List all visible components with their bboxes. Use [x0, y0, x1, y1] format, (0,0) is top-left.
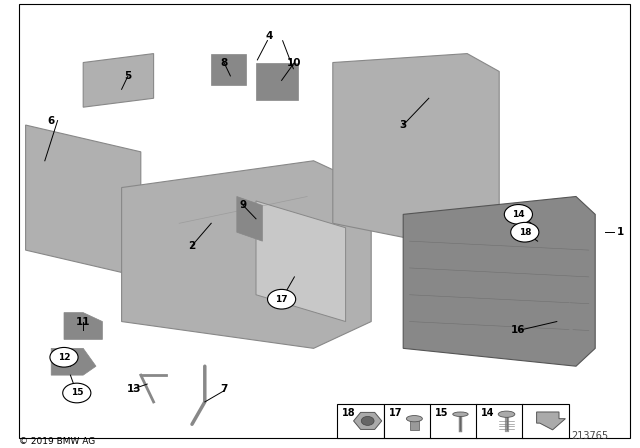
- Text: 14: 14: [481, 408, 495, 418]
- Bar: [476, 404, 523, 438]
- Polygon shape: [83, 54, 154, 107]
- Text: 1: 1: [617, 227, 625, 237]
- Bar: [384, 404, 431, 438]
- Polygon shape: [353, 413, 381, 430]
- Text: 213765: 213765: [571, 431, 608, 441]
- Text: 6: 6: [47, 116, 55, 125]
- Polygon shape: [403, 197, 595, 366]
- Polygon shape: [51, 349, 96, 375]
- Text: © 2019 BMW AG: © 2019 BMW AG: [19, 437, 95, 446]
- Circle shape: [268, 289, 296, 309]
- Ellipse shape: [452, 412, 468, 417]
- Circle shape: [511, 222, 539, 242]
- Circle shape: [50, 348, 78, 367]
- Polygon shape: [64, 313, 102, 340]
- Text: 5: 5: [124, 71, 132, 81]
- Bar: [522, 404, 569, 438]
- Circle shape: [361, 417, 374, 426]
- Text: 15: 15: [435, 408, 449, 418]
- Polygon shape: [538, 304, 576, 340]
- Text: 12: 12: [58, 353, 70, 362]
- Text: 10: 10: [287, 57, 301, 68]
- Text: 14: 14: [512, 210, 525, 219]
- Polygon shape: [237, 197, 262, 241]
- Polygon shape: [122, 161, 371, 349]
- Polygon shape: [536, 412, 565, 430]
- Text: 11: 11: [76, 317, 90, 327]
- Text: 7: 7: [220, 383, 228, 393]
- Text: 18: 18: [518, 228, 531, 237]
- Text: 9: 9: [239, 200, 247, 211]
- Text: 17: 17: [389, 408, 403, 418]
- Polygon shape: [333, 54, 499, 250]
- Text: 2: 2: [188, 241, 196, 250]
- Text: 13: 13: [127, 383, 141, 393]
- Bar: [256, 63, 298, 100]
- Text: 17: 17: [275, 295, 288, 304]
- Polygon shape: [256, 201, 346, 322]
- Ellipse shape: [406, 416, 422, 422]
- Bar: [211, 54, 246, 85]
- Bar: [430, 404, 477, 438]
- Bar: [337, 404, 384, 438]
- Text: 4: 4: [265, 31, 273, 41]
- Circle shape: [504, 205, 532, 224]
- Polygon shape: [26, 125, 141, 277]
- Circle shape: [63, 383, 91, 403]
- Text: 18: 18: [342, 408, 356, 418]
- Text: 16: 16: [511, 326, 525, 336]
- Text: 3: 3: [399, 120, 407, 130]
- Text: 15: 15: [70, 388, 83, 397]
- Ellipse shape: [498, 411, 515, 418]
- Bar: [410, 419, 419, 430]
- Text: 8: 8: [220, 57, 228, 68]
